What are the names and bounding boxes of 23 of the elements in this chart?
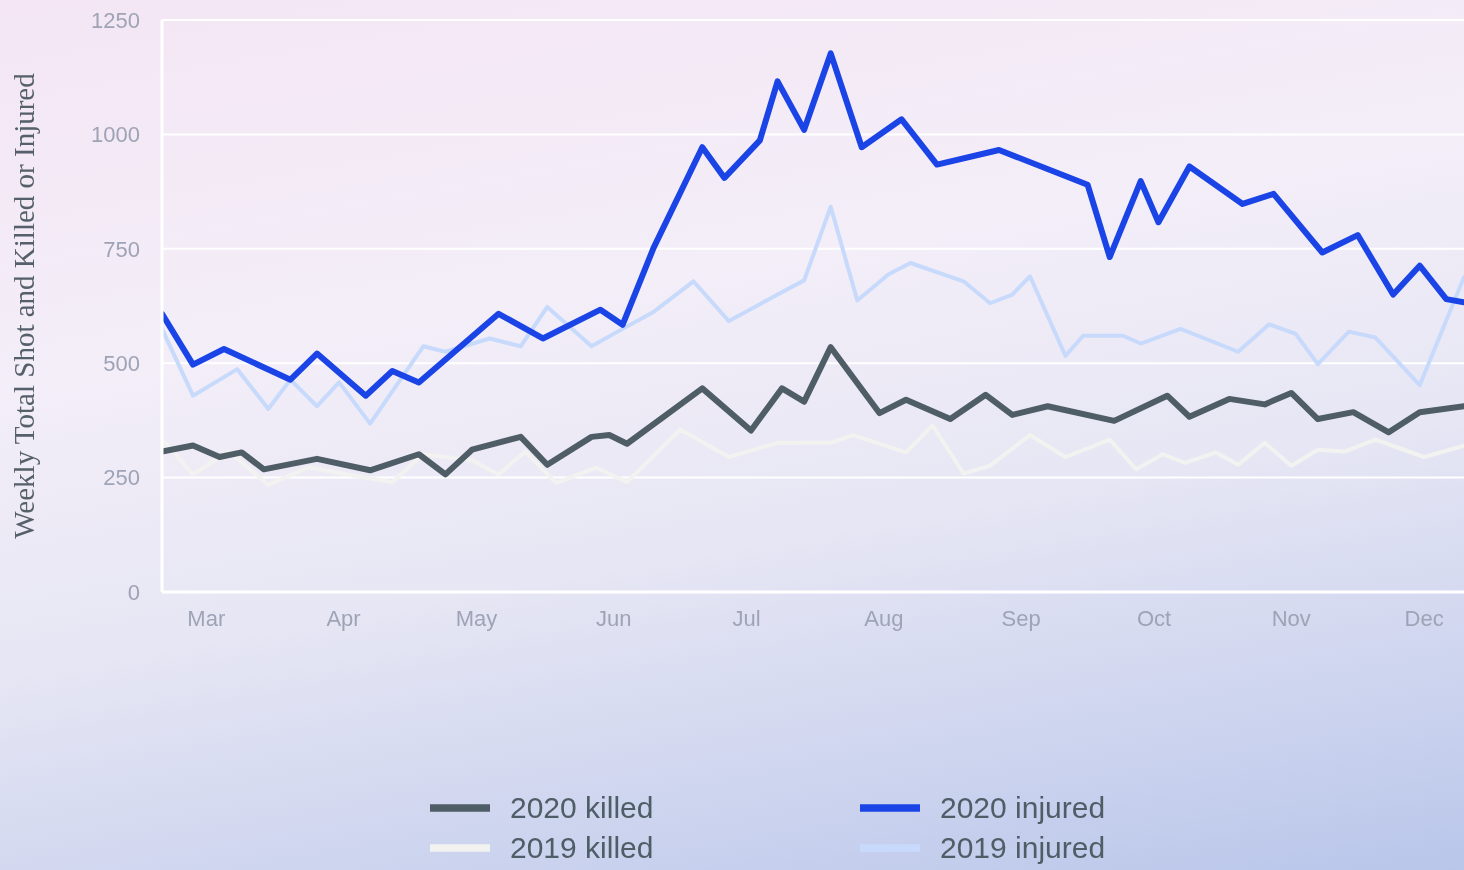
- legend-label: 2020 injured: [940, 791, 1106, 824]
- x-tick-label: Oct: [1136, 605, 1172, 631]
- x-tick-label: Jun: [595, 605, 632, 631]
- line-series: [162, 204, 1464, 426]
- legend-label: 2019 killed: [510, 831, 654, 864]
- y-tick-label: 250: [103, 465, 140, 491]
- x-tick-label: Mar: [187, 605, 226, 631]
- legend-label: 2020 killed: [510, 791, 654, 824]
- y-tick-label: 1250: [91, 7, 140, 33]
- x-tick-label: Apr: [326, 605, 361, 631]
- y-axis-title: Weekly Total Shot and Killed or Injured: [8, 72, 41, 539]
- x-tick-label: Sep: [1001, 605, 1041, 631]
- x-tick-label: Dec: [1404, 605, 1444, 631]
- y-tick-label: 1000: [91, 122, 140, 148]
- x-tick-label: Nov: [1271, 605, 1311, 631]
- y-tick-label: 0: [127, 579, 140, 605]
- y-tick-label: 500: [103, 351, 140, 377]
- legend-label: 2019 injured: [940, 831, 1106, 864]
- x-tick-label: Jul: [732, 605, 761, 631]
- line-series: [162, 423, 1464, 487]
- y-tick-label: 750: [103, 236, 140, 262]
- x-tick-label: Aug: [864, 605, 904, 631]
- x-tick-label: May: [455, 605, 498, 631]
